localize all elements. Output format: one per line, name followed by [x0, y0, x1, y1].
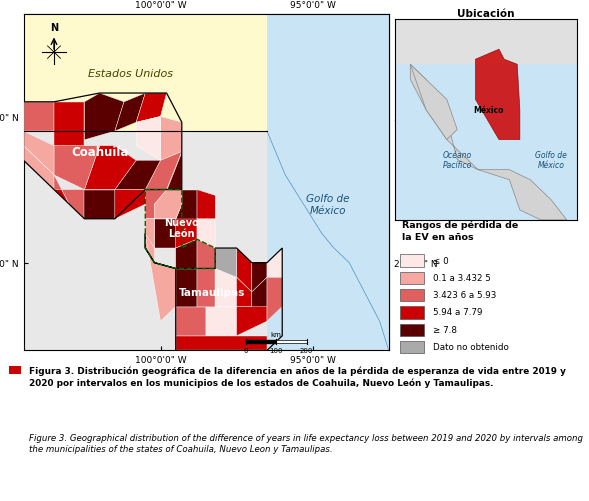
FancyBboxPatch shape — [401, 290, 423, 302]
Polygon shape — [197, 240, 215, 269]
Polygon shape — [176, 240, 197, 269]
FancyBboxPatch shape — [401, 307, 423, 319]
Polygon shape — [24, 15, 267, 132]
Polygon shape — [475, 50, 520, 140]
Text: Golfo de
México: Golfo de México — [306, 194, 350, 215]
Polygon shape — [197, 269, 215, 307]
Text: Océano
Pacífico: Océano Pacífico — [442, 151, 472, 170]
Text: Golfo de
México: Golfo de México — [535, 151, 567, 170]
Text: N: N — [50, 23, 58, 33]
Polygon shape — [136, 117, 160, 161]
Text: Coahuila: Coahuila — [71, 146, 128, 159]
Polygon shape — [411, 65, 457, 140]
Polygon shape — [145, 190, 167, 219]
Polygon shape — [252, 263, 267, 292]
Polygon shape — [24, 103, 54, 132]
FancyBboxPatch shape — [401, 341, 423, 354]
Polygon shape — [206, 307, 237, 336]
Polygon shape — [54, 146, 100, 190]
Polygon shape — [115, 161, 160, 190]
Polygon shape — [145, 190, 167, 205]
Text: Tamaulipas: Tamaulipas — [179, 288, 246, 297]
Polygon shape — [267, 15, 389, 351]
Polygon shape — [54, 103, 84, 146]
Polygon shape — [215, 248, 237, 278]
Text: 200: 200 — [300, 348, 313, 354]
Polygon shape — [115, 94, 145, 132]
Text: 0: 0 — [243, 348, 248, 354]
Text: Estados Unidos: Estados Unidos — [88, 69, 173, 78]
Polygon shape — [145, 219, 154, 263]
Polygon shape — [267, 278, 282, 322]
Polygon shape — [176, 336, 267, 351]
Polygon shape — [154, 219, 176, 248]
Polygon shape — [237, 307, 267, 336]
Text: Figure 3. Geographical distribution of the difference of years in life expectanc: Figure 3. Geographical distribution of t… — [29, 433, 583, 453]
Polygon shape — [84, 94, 124, 141]
Text: Figura 3. Distribución geográfica de la diferencia en años de la pérdida de espe: Figura 3. Distribución geográfica de la … — [29, 366, 566, 387]
Bar — [395, 20, 577, 65]
Text: Dato no obtenido: Dato no obtenido — [434, 343, 509, 351]
Polygon shape — [24, 132, 54, 175]
Polygon shape — [237, 278, 252, 307]
Text: 3.423 6 a 5.93: 3.423 6 a 5.93 — [434, 291, 497, 300]
Polygon shape — [176, 190, 197, 219]
Text: Nuevo
León: Nuevo León — [164, 217, 199, 239]
Polygon shape — [154, 190, 182, 219]
Text: ≥ 7.8: ≥ 7.8 — [434, 325, 458, 334]
Polygon shape — [176, 219, 197, 248]
FancyBboxPatch shape — [401, 324, 423, 337]
FancyBboxPatch shape — [401, 255, 423, 267]
Polygon shape — [197, 219, 215, 248]
Bar — [9, 367, 21, 375]
Polygon shape — [136, 94, 167, 123]
Polygon shape — [115, 190, 145, 219]
Text: 100: 100 — [269, 348, 283, 354]
Text: 0.1 a 3.432 5: 0.1 a 3.432 5 — [434, 274, 491, 282]
Polygon shape — [145, 219, 154, 263]
Polygon shape — [176, 269, 197, 307]
FancyBboxPatch shape — [401, 272, 423, 285]
Text: 5.94 a 7.79: 5.94 a 7.79 — [434, 308, 483, 317]
Polygon shape — [252, 278, 267, 322]
Polygon shape — [267, 248, 282, 278]
Polygon shape — [24, 146, 54, 190]
Polygon shape — [167, 152, 182, 190]
Text: ≤ 0: ≤ 0 — [434, 256, 449, 265]
Text: México: México — [474, 106, 504, 115]
Text: km: km — [271, 332, 282, 338]
Polygon shape — [160, 117, 182, 161]
Polygon shape — [176, 307, 206, 336]
Polygon shape — [197, 190, 215, 219]
Polygon shape — [215, 248, 237, 278]
Polygon shape — [84, 146, 136, 190]
Polygon shape — [84, 190, 115, 219]
Polygon shape — [54, 175, 69, 205]
Polygon shape — [411, 65, 567, 220]
Text: Rangos de pérdida de
la EV en años: Rangos de pérdida de la EV en años — [402, 220, 518, 241]
Polygon shape — [54, 175, 84, 219]
Polygon shape — [237, 248, 252, 292]
Title: Ubicación: Ubicación — [457, 10, 515, 19]
Polygon shape — [145, 152, 182, 190]
Polygon shape — [215, 269, 237, 307]
Polygon shape — [145, 234, 176, 322]
